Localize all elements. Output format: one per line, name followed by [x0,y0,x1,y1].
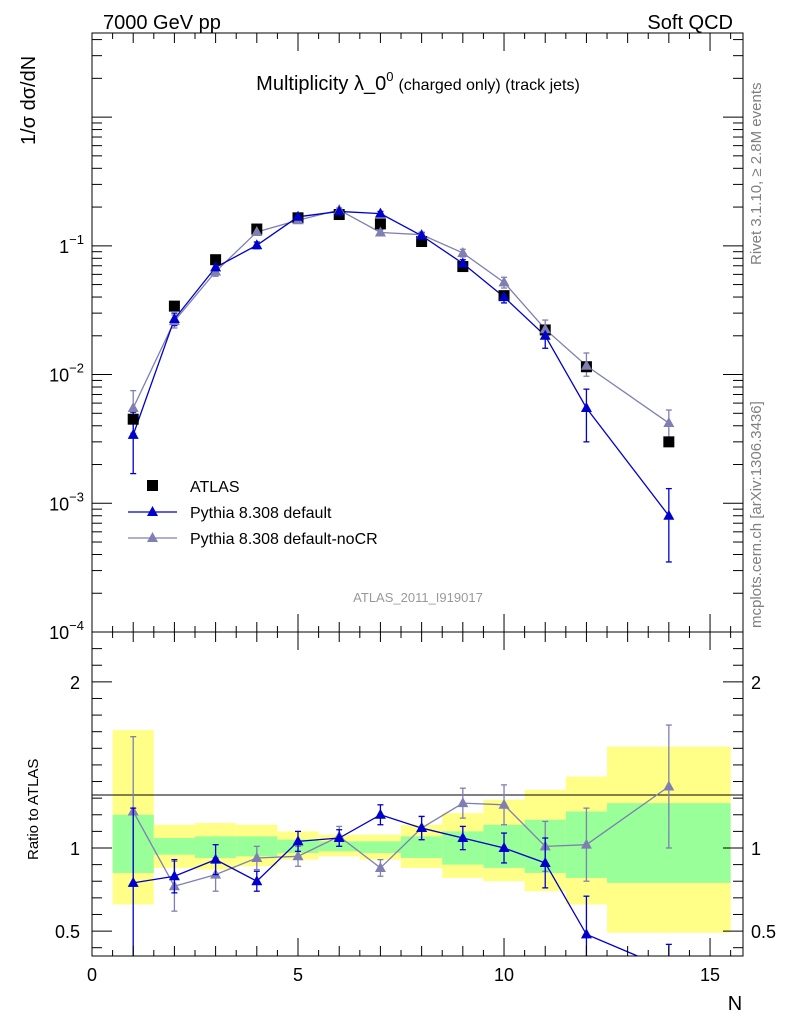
analysis-id: ATLAS_2011_I919017 [353,590,483,605]
plot-title-rest: (charged only) (track jets) [398,77,579,94]
lower-ytick-label-right: 1 [751,839,761,859]
ratio-marker-nocr [498,798,510,809]
ratio-marker-nocr [251,851,263,862]
legend-label-nocr: Pythia 8.308 default-noCR [190,531,378,548]
ratio-band-inner [359,841,402,853]
upper-marker-default [210,261,222,272]
legend-marker-atlas [147,480,158,491]
ratio-marker-default [580,928,592,939]
upper-data-point-atlas [127,413,139,425]
ratio-marker-default [416,822,428,833]
ratio-marker-default [127,876,139,887]
process-label: Soft QCD [647,12,733,34]
lower-ylabel: Ratio to ATLAS [25,759,42,860]
mcplots-label: mcplots.cern.ch [arXiv:1306.3436] [748,401,765,628]
upper-marker-default [416,229,428,240]
legend: ATLAS Pythia 8.308 default Pythia 8.308 … [128,479,378,548]
upper-axes: 10−4 10−3 10−2 1−1 [49,33,743,643]
upper-marker-default [457,257,469,268]
ratio-marker-default [457,832,469,843]
upper-ylabel: 1/σ dσ/dN [18,56,40,145]
upper-data-point-atlas [663,436,675,448]
ratio-marker-default [333,832,345,843]
xtick-label: 10 [494,965,514,985]
ratio-marker-nocr [292,850,304,861]
xtick-label: 5 [293,965,303,985]
plot-title: Multiplicity λ_00 (charged only) (track j… [256,69,580,95]
beam-label: 7000 GeV pp [103,12,221,34]
ratio-marker-default [663,963,674,973]
upper-marker-default [498,291,510,302]
ratio-marker-nocr [580,838,592,849]
upper-marker-default [127,428,139,439]
legend-marker-default [147,506,158,516]
legend-marker-nocr [147,532,158,542]
upper-ytick-label: 10−4 [49,618,84,643]
upper-marker-nocr [127,401,139,412]
xtick-label: 0 [87,965,97,985]
upper-marker-default [539,329,551,340]
ratio-marker-default [374,808,386,819]
ratio-band-inner [401,836,443,858]
upper-marker-default [168,313,180,324]
ratio-marker-default [168,870,180,881]
xlabel: N [728,993,742,1015]
upper-ytick-label: 1−1 [59,232,84,257]
upper-marker-nocr [580,359,592,370]
lower-ytick-label-right: 0.5 [751,922,776,942]
ratio-marker-nocr [457,797,469,808]
ratio-band-inner [153,838,196,855]
upper-marker-default [292,210,304,221]
upper-marker-nocr [457,246,469,257]
lower-ytick-label-right: 2 [751,673,761,693]
upper-data-point-atlas [416,236,428,248]
upper-marker-default [580,401,592,412]
lower-axes: 0.5 0.5 1 1 2 2 0 5 10 15 [55,632,776,985]
ratio-marker-nocr [374,861,386,872]
upper-marker-default [251,239,263,250]
upper-marker-nocr [539,323,551,334]
rivet-label: Rivet 3.1.10, ≥ 2.8M events [748,83,765,266]
upper-marker-nocr [498,276,510,287]
upper-marker-default [374,207,386,218]
legend-label-atlas: ATLAS [190,479,240,496]
ratio-marker-default [539,856,551,867]
ratio-marker-default [498,842,510,852]
plot-title-sup: 0 [386,69,393,84]
ratio-marker-default [210,853,222,864]
legend-label-default: Pythia 8.308 default [190,505,332,522]
upper-series-group [127,203,675,563]
upper-line-nocr [132,209,670,424]
upper-ytick-label: 10−2 [49,361,84,386]
xtick-label: 15 [700,965,720,985]
ratio-bands [112,730,731,933]
upper-data-point-atlas [168,300,180,312]
upper-data-point-atlas [374,218,386,230]
lower-ytick-label-left: 1 [70,839,80,859]
ratio-marker-nocr [663,780,675,791]
upper-marker-default [333,205,345,216]
upper-marker-nocr [374,226,386,237]
plot-title-main: Multiplicity λ_0 [256,73,386,95]
upper-ytick-label: 10−3 [49,489,84,514]
lower-series-group [127,724,675,973]
ratio-marker-default [292,835,304,846]
upper-marker-nocr [663,417,675,428]
ratio-marker-default [251,875,263,886]
lower-ytick-label-left: 0.5 [55,922,80,942]
upper-marker-nocr [251,226,263,237]
upper-marker-default [663,509,675,520]
lower-frame [91,631,744,957]
upper-data-point-atlas [210,254,222,266]
lower-ytick-label-left: 2 [70,673,80,693]
